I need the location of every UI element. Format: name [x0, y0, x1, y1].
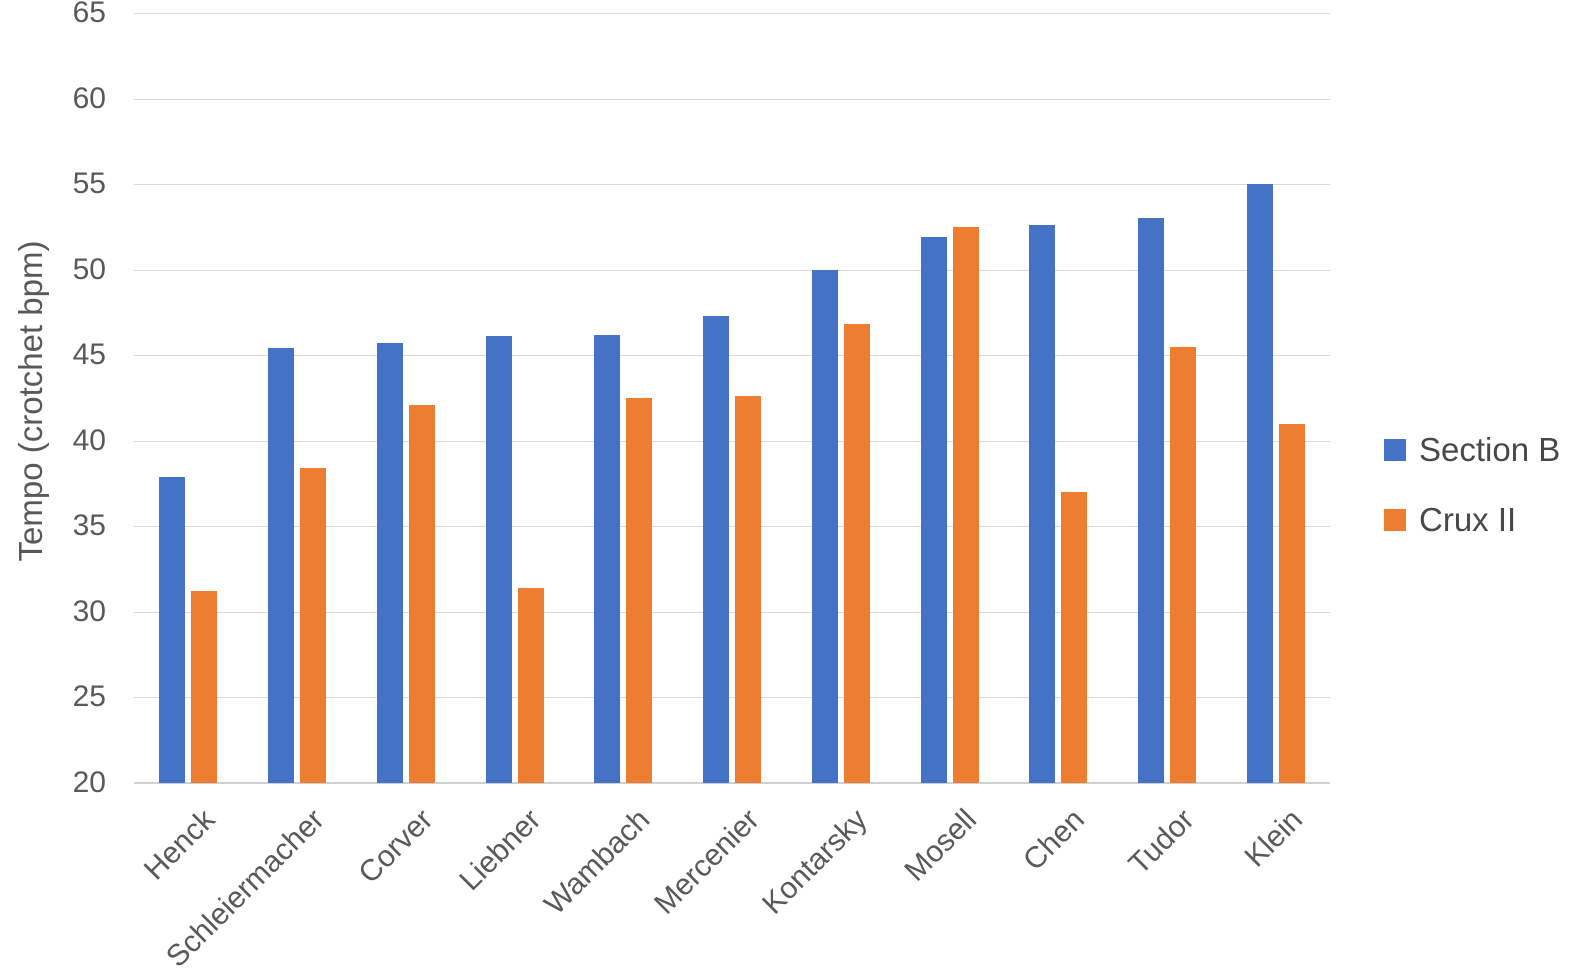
bar-crux-ii-mosell — [952, 226, 979, 783]
bar-crux-ii-chen — [1061, 492, 1088, 783]
bar-group-schleiermacher — [243, 13, 352, 783]
x-tick-label-tudor: Tudor — [1122, 803, 1201, 881]
gridline — [134, 184, 1330, 186]
gridline — [134, 440, 1330, 442]
bar-section-b-klein — [1246, 184, 1273, 783]
legend-swatch-icon — [1384, 508, 1406, 531]
bar-section-b-mercenier — [703, 315, 730, 783]
y-tick-label: 30 — [72, 594, 106, 628]
bar-group-henck — [134, 13, 243, 783]
y-tick-label: 20 — [72, 766, 106, 799]
bar-section-b-kontarsky — [811, 269, 838, 783]
legend-label: Section B — [1419, 431, 1561, 468]
x-tick-label-kontarsky: Kontarsky — [756, 803, 875, 921]
x-tick-label-mosell: Mosell — [898, 803, 983, 888]
gridline — [134, 269, 1330, 271]
y-tick-label: 45 — [72, 338, 106, 372]
bar-group-chen — [1004, 13, 1113, 783]
x-tick-label-wambach: Wambach — [538, 803, 657, 922]
y-tick-label: 40 — [72, 423, 106, 457]
bar-crux-ii-liebner — [517, 587, 544, 783]
x-tick-label-henck: Henck — [138, 803, 222, 887]
bar-crux-ii-wambach — [626, 398, 653, 783]
bar-crux-ii-corver — [408, 404, 435, 783]
bar-section-b-wambach — [594, 334, 621, 783]
x-tick-label-mercenier: Mercenier — [647, 803, 766, 921]
gridline — [134, 13, 1330, 14]
gridline — [134, 611, 1330, 613]
bar-section-b-corver — [376, 343, 403, 783]
bar-crux-ii-henck — [191, 591, 218, 783]
bar-crux-ii-klein — [1278, 423, 1305, 783]
gridline — [134, 697, 1330, 699]
legend-item-crux-ii: Crux II — [1384, 503, 1560, 536]
gridline — [134, 355, 1330, 357]
bar-crux-ii-schleiermacher — [300, 468, 327, 783]
bar-group-mercenier — [678, 13, 787, 783]
y-tick-label: 25 — [72, 680, 106, 714]
legend-swatch-icon — [1384, 438, 1406, 461]
x-tick-label-liebner: Liebner — [453, 803, 548, 898]
bar-group-mosell — [895, 13, 1004, 783]
x-tick-label-corver: Corver — [352, 803, 440, 890]
y-tick-label: 50 — [72, 252, 106, 286]
bar-section-b-henck — [159, 476, 186, 783]
bar-crux-ii-kontarsky — [843, 324, 870, 783]
x-tick-label-chen: Chen — [1017, 803, 1092, 878]
gridline — [134, 526, 1330, 528]
x-tick-label-klein: Klein — [1238, 803, 1309, 874]
bar-crux-ii-tudor — [1169, 346, 1196, 783]
y-tick-label: 55 — [72, 167, 106, 201]
bar-group-tudor — [1113, 13, 1222, 783]
bar-group-liebner — [460, 13, 569, 783]
gridline — [134, 98, 1330, 100]
y-tick-label: 60 — [72, 81, 106, 115]
bar-section-b-liebner — [485, 336, 512, 783]
bar-group-wambach — [569, 13, 678, 783]
bar-section-b-schleiermacher — [268, 348, 295, 783]
legend: Section B Crux II — [1384, 433, 1560, 536]
x-axis-line — [134, 782, 1330, 784]
y-tick-label: 65 — [72, 0, 106, 29]
bar-section-b-mosell — [920, 237, 947, 783]
plot-area — [134, 13, 1330, 783]
bar-section-b-tudor — [1137, 218, 1164, 783]
bar-crux-ii-mercenier — [735, 396, 762, 783]
y-tick-label: 35 — [72, 509, 106, 543]
bar-section-b-chen — [1029, 225, 1056, 783]
bar-group-corver — [351, 13, 460, 783]
legend-item-section-b: Section B — [1384, 433, 1560, 466]
legend-label: Crux II — [1419, 501, 1517, 538]
bar-group-kontarsky — [786, 13, 895, 783]
bar-group-klein — [1221, 13, 1330, 783]
